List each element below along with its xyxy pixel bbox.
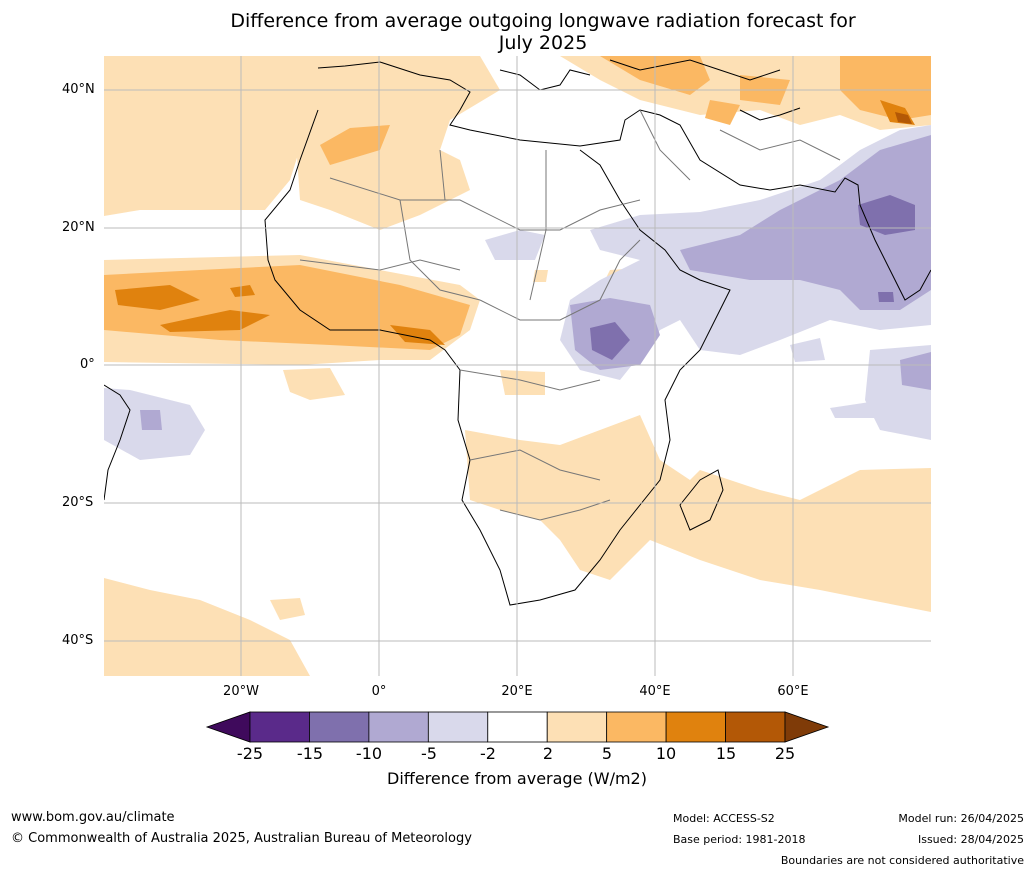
anomaly-minus15-to-minus10-shading	[590, 195, 915, 360]
footer-copyright: © Commonwealth of Australia 2025, Austra…	[11, 831, 472, 846]
footer-model-run: Model run: 26/04/2025	[898, 812, 1024, 825]
lon-label-0: 0°	[371, 684, 387, 699]
colorbar-segment	[309, 711, 370, 743]
title-line-2: July 2025	[498, 32, 588, 54]
anomaly-10-to-15-shading	[115, 100, 915, 345]
colorbar-tick: -2	[480, 744, 496, 763]
country-borders	[299, 109, 841, 521]
lat-label-equator: 0°	[80, 357, 95, 372]
colorbar-segment	[368, 711, 429, 743]
lon-label-20e: 20°E	[501, 684, 533, 699]
colorbar-segment	[249, 711, 310, 743]
colorbar	[205, 711, 830, 743]
coastlines	[104, 59, 931, 606]
lon-label-20w: 20°W	[223, 684, 259, 699]
anomaly-15-to-25-shading	[895, 112, 912, 124]
title-line-1: Difference from average outgoing longwav…	[230, 10, 856, 32]
colorbar-segment	[427, 711, 489, 743]
footer-base-period: Base period: 1981-2018	[673, 833, 806, 846]
colorbar-tick: 5	[601, 744, 613, 763]
map-area	[104, 56, 931, 676]
colorbar-tick: -10	[355, 744, 383, 763]
graticule	[104, 56, 931, 676]
colorbar-segment	[487, 711, 548, 743]
colorbar-tick: -25	[236, 744, 264, 763]
colorbar-segment	[665, 711, 726, 743]
colorbar-tick: -15	[296, 744, 324, 763]
footer-disclaimer: Boundaries are not considered authoritat…	[780, 854, 1024, 867]
colorbar-arrow-low	[205, 711, 251, 743]
lat-label-40n: 40°N	[62, 82, 95, 97]
colorbar-label: Difference from average (W/m2)	[387, 769, 647, 788]
colorbar-segment	[725, 711, 786, 743]
lat-label-40s: 40°S	[62, 633, 94, 648]
colorbar-segment	[546, 711, 608, 743]
lat-label-20s: 20°S	[62, 495, 94, 510]
map-title: Difference from average outgoing longwav…	[104, 10, 982, 54]
footer-model: Model: ACCESS-S2	[673, 812, 775, 825]
footer-website: www.bom.gov.au/climate	[11, 810, 175, 825]
footer-issued: Issued: 28/04/2025	[917, 833, 1024, 846]
colorbar-arrow-high	[784, 711, 830, 743]
colorbar-tick: 10	[655, 744, 677, 763]
colorbar-tick: 25	[774, 744, 796, 763]
lon-label-60e: 60°E	[777, 684, 809, 699]
colorbar-tick: 15	[715, 744, 737, 763]
colorbar-tick: 2	[542, 744, 554, 763]
colorbar-tick: -5	[421, 744, 437, 763]
lon-label-40e: 40°E	[639, 684, 671, 699]
lat-label-20n: 20°N	[62, 220, 95, 235]
colorbar-segment	[606, 711, 667, 743]
